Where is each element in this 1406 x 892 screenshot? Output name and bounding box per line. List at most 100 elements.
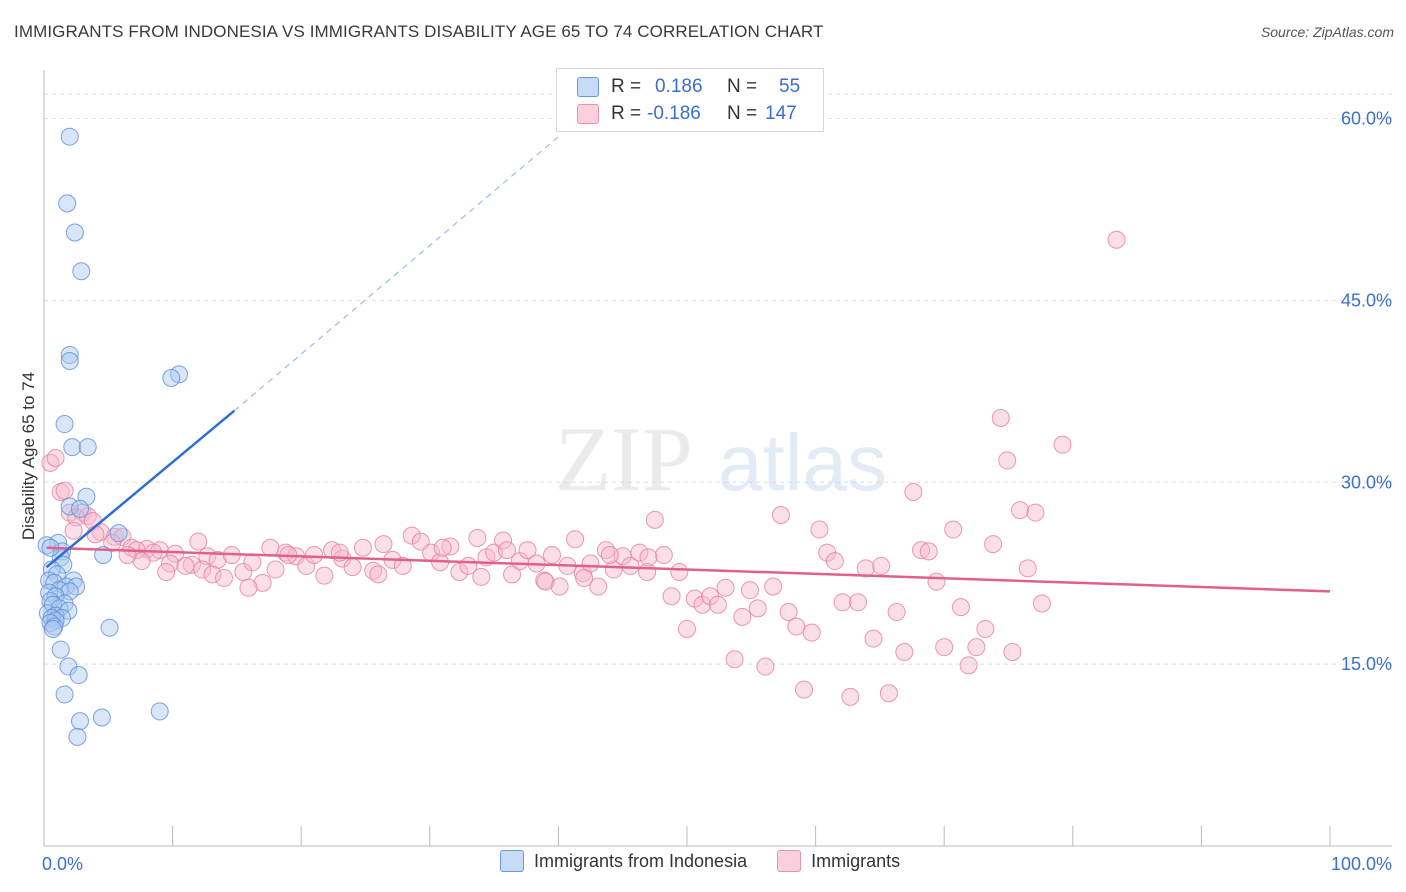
point-immigrants	[315, 566, 334, 585]
point-immigrants	[779, 602, 798, 621]
point-immigrants	[535, 571, 554, 590]
point-immigrants	[678, 619, 696, 638]
point-immigrants	[450, 562, 469, 581]
point-immigrants	[1003, 643, 1022, 661]
point-immigrants	[161, 554, 180, 573]
source-label: Source: ZipAtlas.com	[1260, 24, 1394, 40]
point-immigrants	[841, 687, 860, 706]
stats-r-value: 0.186	[655, 76, 703, 97]
point-immigrants	[951, 598, 970, 617]
point-immigrants	[203, 565, 222, 584]
legend-item-immigrants[interactable]: Immigrants	[777, 850, 900, 872]
point-immigrants	[998, 451, 1017, 470]
point-immigrants	[343, 558, 362, 577]
point-indonesia	[60, 127, 79, 146]
point-indonesia	[51, 640, 70, 659]
point-immigrants	[810, 520, 829, 539]
point-immigrants	[253, 573, 272, 592]
point-immigrants	[542, 546, 561, 564]
point-immigrants	[959, 656, 978, 675]
trend-line-immigrants	[46, 546, 1331, 593]
stats-r-value: -0.186	[647, 103, 701, 124]
point-immigrants	[433, 538, 452, 557]
point-immigrants	[364, 561, 383, 580]
point-indonesia	[44, 619, 63, 638]
point-immigrants	[708, 595, 727, 614]
point-immigrants	[103, 533, 122, 552]
point-immigrants	[1107, 230, 1126, 249]
point-indonesia	[100, 618, 119, 637]
axes: 15.0% 30.0% 45.0% 60.0% 0.0% 100.0%	[42, 70, 1392, 874]
legend-swatch-indonesia	[500, 850, 524, 872]
stats-swatch-immigrants	[577, 104, 599, 124]
stats-n-label: N =	[727, 76, 758, 97]
point-immigrants	[182, 555, 201, 574]
stats-r-label: R =	[611, 103, 642, 124]
stats-box: R = 0.186 N = 55 R = -0.186 N = 147	[556, 68, 824, 132]
point-immigrants	[733, 607, 752, 626]
point-immigrants	[215, 569, 234, 588]
point-immigrants	[654, 546, 673, 564]
point-immigrants	[795, 680, 814, 699]
point-indonesia	[65, 223, 84, 242]
legend-label-indonesia: Immigrants from Indonesia	[534, 850, 748, 871]
watermark: ZIP atlas	[555, 408, 887, 510]
point-immigrants	[756, 657, 775, 676]
stats-n-value: 147	[765, 103, 797, 124]
point-immigrants	[243, 553, 262, 572]
point-indonesia	[60, 352, 79, 370]
point-indonesia	[109, 524, 128, 543]
point-immigrants	[239, 578, 258, 597]
point-indonesia	[72, 262, 91, 281]
point-immigrants	[935, 638, 954, 657]
point-immigrants	[833, 593, 852, 612]
point-immigrants	[912, 541, 931, 560]
legend-label-immigrants: Immigrants	[811, 850, 901, 871]
point-immigrants	[895, 643, 914, 661]
y-tick-label: 30.0%	[1341, 472, 1392, 492]
point-immigrants	[825, 552, 844, 571]
point-immigrants	[741, 581, 760, 600]
point-immigrants	[393, 556, 412, 575]
point-indonesia	[55, 415, 74, 434]
point-immigrants	[904, 482, 923, 501]
point-immigrants	[353, 538, 372, 557]
point-indonesia	[63, 438, 82, 457]
point-indonesia	[162, 368, 181, 387]
trend-line-indonesia-extension	[233, 136, 559, 412]
point-immigrants	[670, 562, 689, 581]
point-immigrants	[967, 638, 986, 657]
point-immigrants	[441, 537, 460, 556]
point-immigrants	[46, 449, 65, 467]
legend-swatch-immigrants	[777, 850, 802, 872]
point-immigrants	[639, 548, 658, 567]
point-immigrants	[645, 510, 664, 529]
point-immigrants	[887, 602, 906, 621]
y-axis-label: Disability Age 65 to 74	[19, 372, 38, 540]
point-immigrants	[621, 556, 640, 575]
x-tick-label: 100.0%	[1331, 854, 1392, 874]
y-axis-label-group: Disability Age 65 to 74	[19, 372, 38, 540]
point-immigrants	[176, 556, 195, 575]
chart-title: IMMIGRANTS FROM INDONESIA VS IMMIGRANTS …	[14, 22, 824, 41]
watermark-zip: ZIP	[555, 408, 693, 510]
point-indonesia	[69, 666, 88, 685]
legend: Immigrants from Indonesia Immigrants	[500, 850, 930, 872]
point-indonesia	[54, 555, 73, 574]
legend-item-indonesia[interactable]: Immigrants from Indonesia	[500, 850, 747, 872]
point-immigrants	[494, 531, 513, 550]
point-immigrants	[518, 541, 537, 560]
point-indonesia	[58, 194, 77, 213]
watermark-atlas: atlas	[718, 418, 887, 507]
y-tick-label: 60.0%	[1341, 109, 1392, 129]
point-immigrants	[261, 538, 280, 557]
point-immigrants	[374, 535, 393, 554]
point-immigrants	[536, 572, 555, 591]
point-immigrants	[266, 560, 285, 579]
point-immigrants	[64, 521, 83, 540]
point-indonesia	[60, 497, 79, 516]
point-immigrants	[497, 541, 516, 560]
point-immigrants	[764, 577, 783, 596]
point-immigrants	[189, 532, 208, 551]
